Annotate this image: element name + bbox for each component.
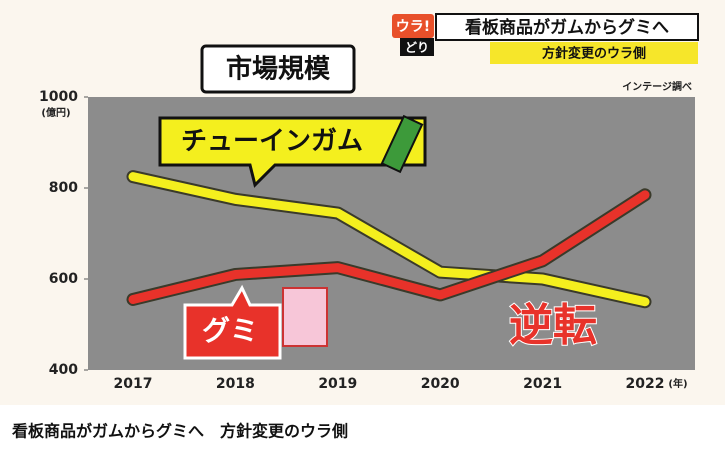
badge — [392, 14, 434, 38]
y-tick-label: 600 — [49, 271, 78, 287]
x-tick-label: 2017 — [114, 376, 153, 392]
x-tick-label: 2018 — [216, 376, 255, 392]
gummy-callout — [183, 284, 282, 360]
x-tick-label: 2021 — [523, 376, 562, 392]
title-box — [200, 44, 356, 94]
gummy-icon — [282, 287, 328, 347]
badge2-text: どり — [405, 41, 429, 55]
gum-label: チューインガム — [181, 127, 363, 157]
subline-box — [490, 42, 698, 64]
y-tick-label: 1000 — [39, 89, 78, 105]
gum-icon — [380, 114, 424, 174]
headline: 看板商品がガムからグミへ — [464, 17, 669, 38]
y-tick-label: 400 — [49, 362, 78, 378]
x-tick-label: 2019 — [318, 376, 357, 392]
subline: 方針変更のウラ側 — [542, 46, 646, 62]
series-line — [128, 190, 650, 304]
x-tick-label: 2022 — [626, 376, 665, 392]
caption: 看板商品がガムからグミへ 方針変更のウラ側 — [11, 422, 348, 441]
badge-text: ウラ! — [396, 19, 430, 35]
x-tick-label: 2020 — [421, 376, 460, 392]
gum-callout — [158, 116, 427, 188]
source: インテージ調べ — [622, 80, 692, 93]
gummy-label: グミ — [202, 314, 258, 347]
y-axis-label: (億円) — [41, 106, 70, 119]
x-axis-label: (年) — [668, 377, 687, 390]
badge2 — [400, 38, 434, 56]
chart-title: 市場規模 — [226, 54, 331, 85]
lines — [126, 170, 652, 309]
headline-box — [435, 13, 699, 41]
y-tick-label: 800 — [49, 180, 78, 196]
annotation: 逆転 — [509, 300, 597, 351]
series-line — [128, 172, 650, 307]
